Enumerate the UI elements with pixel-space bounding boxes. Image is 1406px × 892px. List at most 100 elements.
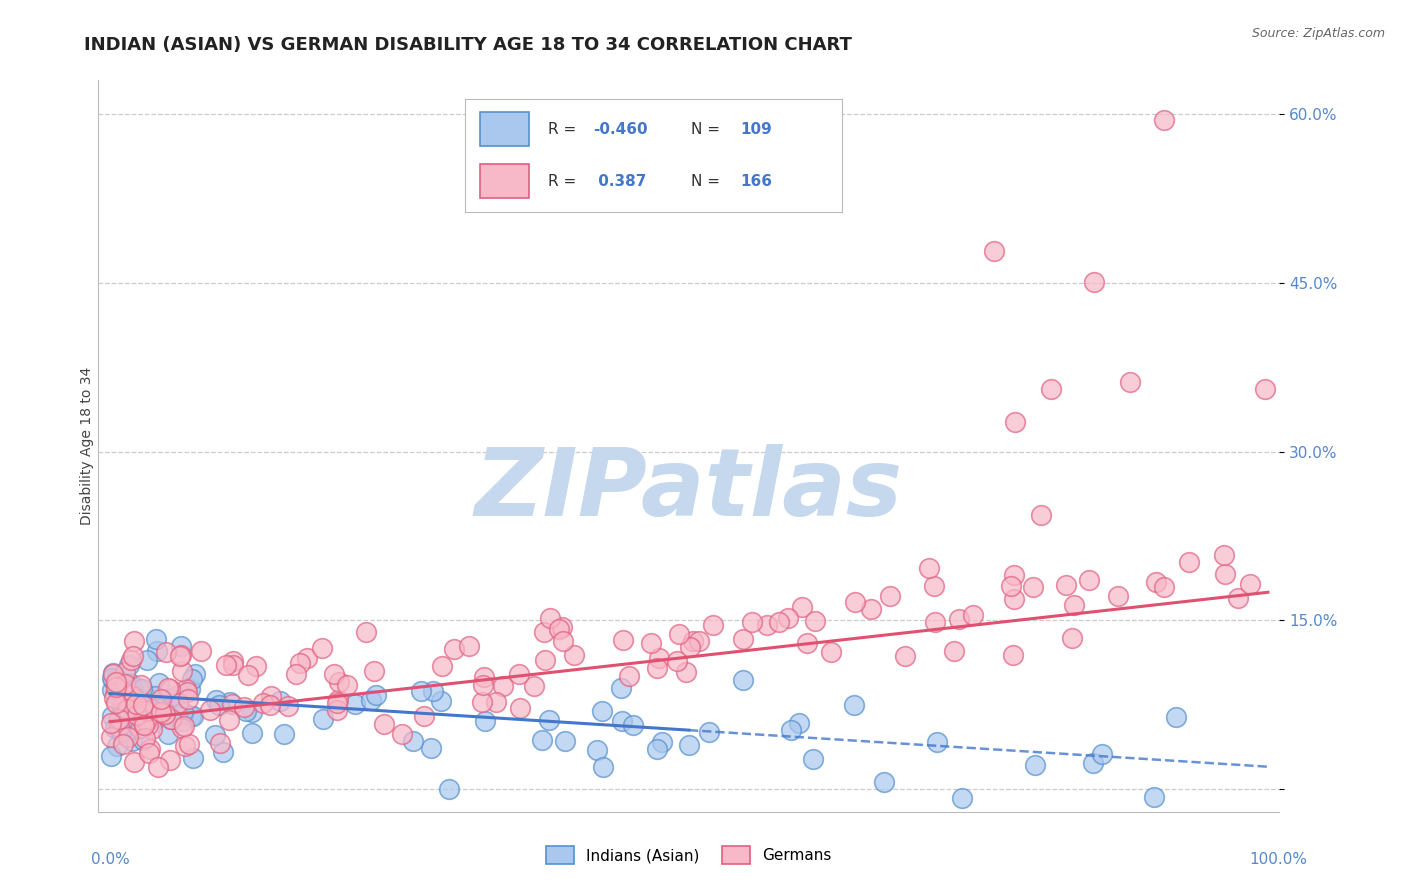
Point xyxy=(105,672,128,686)
Point xyxy=(208,698,231,713)
Point xyxy=(131,704,153,718)
Point xyxy=(120,722,142,736)
Point xyxy=(125,697,148,711)
Point xyxy=(640,636,662,650)
Point xyxy=(666,654,689,668)
Point xyxy=(148,692,170,706)
Point xyxy=(179,737,201,751)
Point xyxy=(132,718,155,732)
Point xyxy=(150,705,173,719)
Point xyxy=(108,720,131,734)
Point xyxy=(138,712,160,726)
Point xyxy=(592,759,614,773)
Point xyxy=(585,743,607,757)
Point xyxy=(108,712,131,726)
Point xyxy=(1083,275,1105,289)
Point xyxy=(609,681,631,695)
Point xyxy=(163,692,186,706)
Point xyxy=(177,691,200,706)
Point xyxy=(166,696,188,710)
Point xyxy=(120,688,142,702)
Point xyxy=(118,692,141,706)
Point xyxy=(156,727,179,741)
Point xyxy=(100,715,122,730)
Point xyxy=(110,698,132,713)
Point xyxy=(173,719,195,733)
Point xyxy=(311,640,333,655)
Point xyxy=(170,664,193,678)
Point xyxy=(136,705,159,719)
Point xyxy=(218,713,240,727)
Point xyxy=(537,713,560,727)
Point xyxy=(165,689,187,703)
Point xyxy=(169,648,191,663)
Point xyxy=(135,714,157,729)
Point xyxy=(141,698,163,713)
Point xyxy=(233,700,256,714)
Point xyxy=(143,690,166,704)
Point xyxy=(135,704,157,718)
Point xyxy=(530,732,553,747)
Point xyxy=(801,752,824,766)
Point xyxy=(124,755,146,769)
Point xyxy=(288,657,311,671)
Point xyxy=(212,745,235,759)
Point xyxy=(131,681,153,696)
Point xyxy=(1226,591,1249,605)
Point xyxy=(139,742,162,756)
Point xyxy=(117,709,139,723)
Point xyxy=(942,644,965,658)
Point xyxy=(160,712,183,726)
Point xyxy=(121,692,143,706)
Point xyxy=(122,681,145,696)
Text: 0.0%: 0.0% xyxy=(91,852,131,867)
Point xyxy=(105,696,128,710)
Point xyxy=(153,706,176,721)
Point xyxy=(159,753,181,767)
Point xyxy=(122,685,145,699)
Point xyxy=(152,695,174,709)
Point xyxy=(780,723,803,737)
Point xyxy=(918,560,941,574)
Point xyxy=(117,730,139,744)
Point xyxy=(110,724,132,739)
Point xyxy=(114,665,136,680)
Point xyxy=(733,632,755,647)
Point xyxy=(135,652,157,666)
Point xyxy=(1153,580,1175,594)
Point xyxy=(429,694,451,708)
Point xyxy=(198,703,221,717)
Point xyxy=(135,697,157,711)
Point xyxy=(509,700,531,714)
Point xyxy=(617,669,640,683)
Point xyxy=(409,684,432,698)
Point xyxy=(101,709,124,723)
Point xyxy=(104,674,127,689)
Text: INDIAN (ASIAN) VS GERMAN DISABILITY AGE 18 TO 34 CORRELATION CHART: INDIAN (ASIAN) VS GERMAN DISABILITY AGE … xyxy=(84,36,852,54)
Point xyxy=(245,658,267,673)
Point xyxy=(127,707,149,722)
Point xyxy=(132,714,155,729)
Point xyxy=(1078,574,1101,588)
Point xyxy=(1119,375,1142,389)
Point xyxy=(702,618,724,632)
Point xyxy=(101,671,124,685)
Point xyxy=(1144,575,1167,590)
Point xyxy=(844,595,866,609)
Point xyxy=(100,731,122,745)
Point xyxy=(820,645,842,659)
Point xyxy=(1239,577,1261,591)
Point xyxy=(534,653,557,667)
Point xyxy=(105,677,128,691)
Point xyxy=(508,667,530,681)
Point xyxy=(548,623,571,637)
Point xyxy=(679,640,702,654)
Legend: Indians (Asian), Germans: Indians (Asian), Germans xyxy=(540,840,838,870)
Point xyxy=(1002,591,1025,606)
Point xyxy=(181,750,204,764)
Point xyxy=(412,709,434,723)
Point xyxy=(485,695,508,709)
Point xyxy=(111,727,134,741)
Point xyxy=(141,723,163,737)
Point xyxy=(170,721,193,735)
